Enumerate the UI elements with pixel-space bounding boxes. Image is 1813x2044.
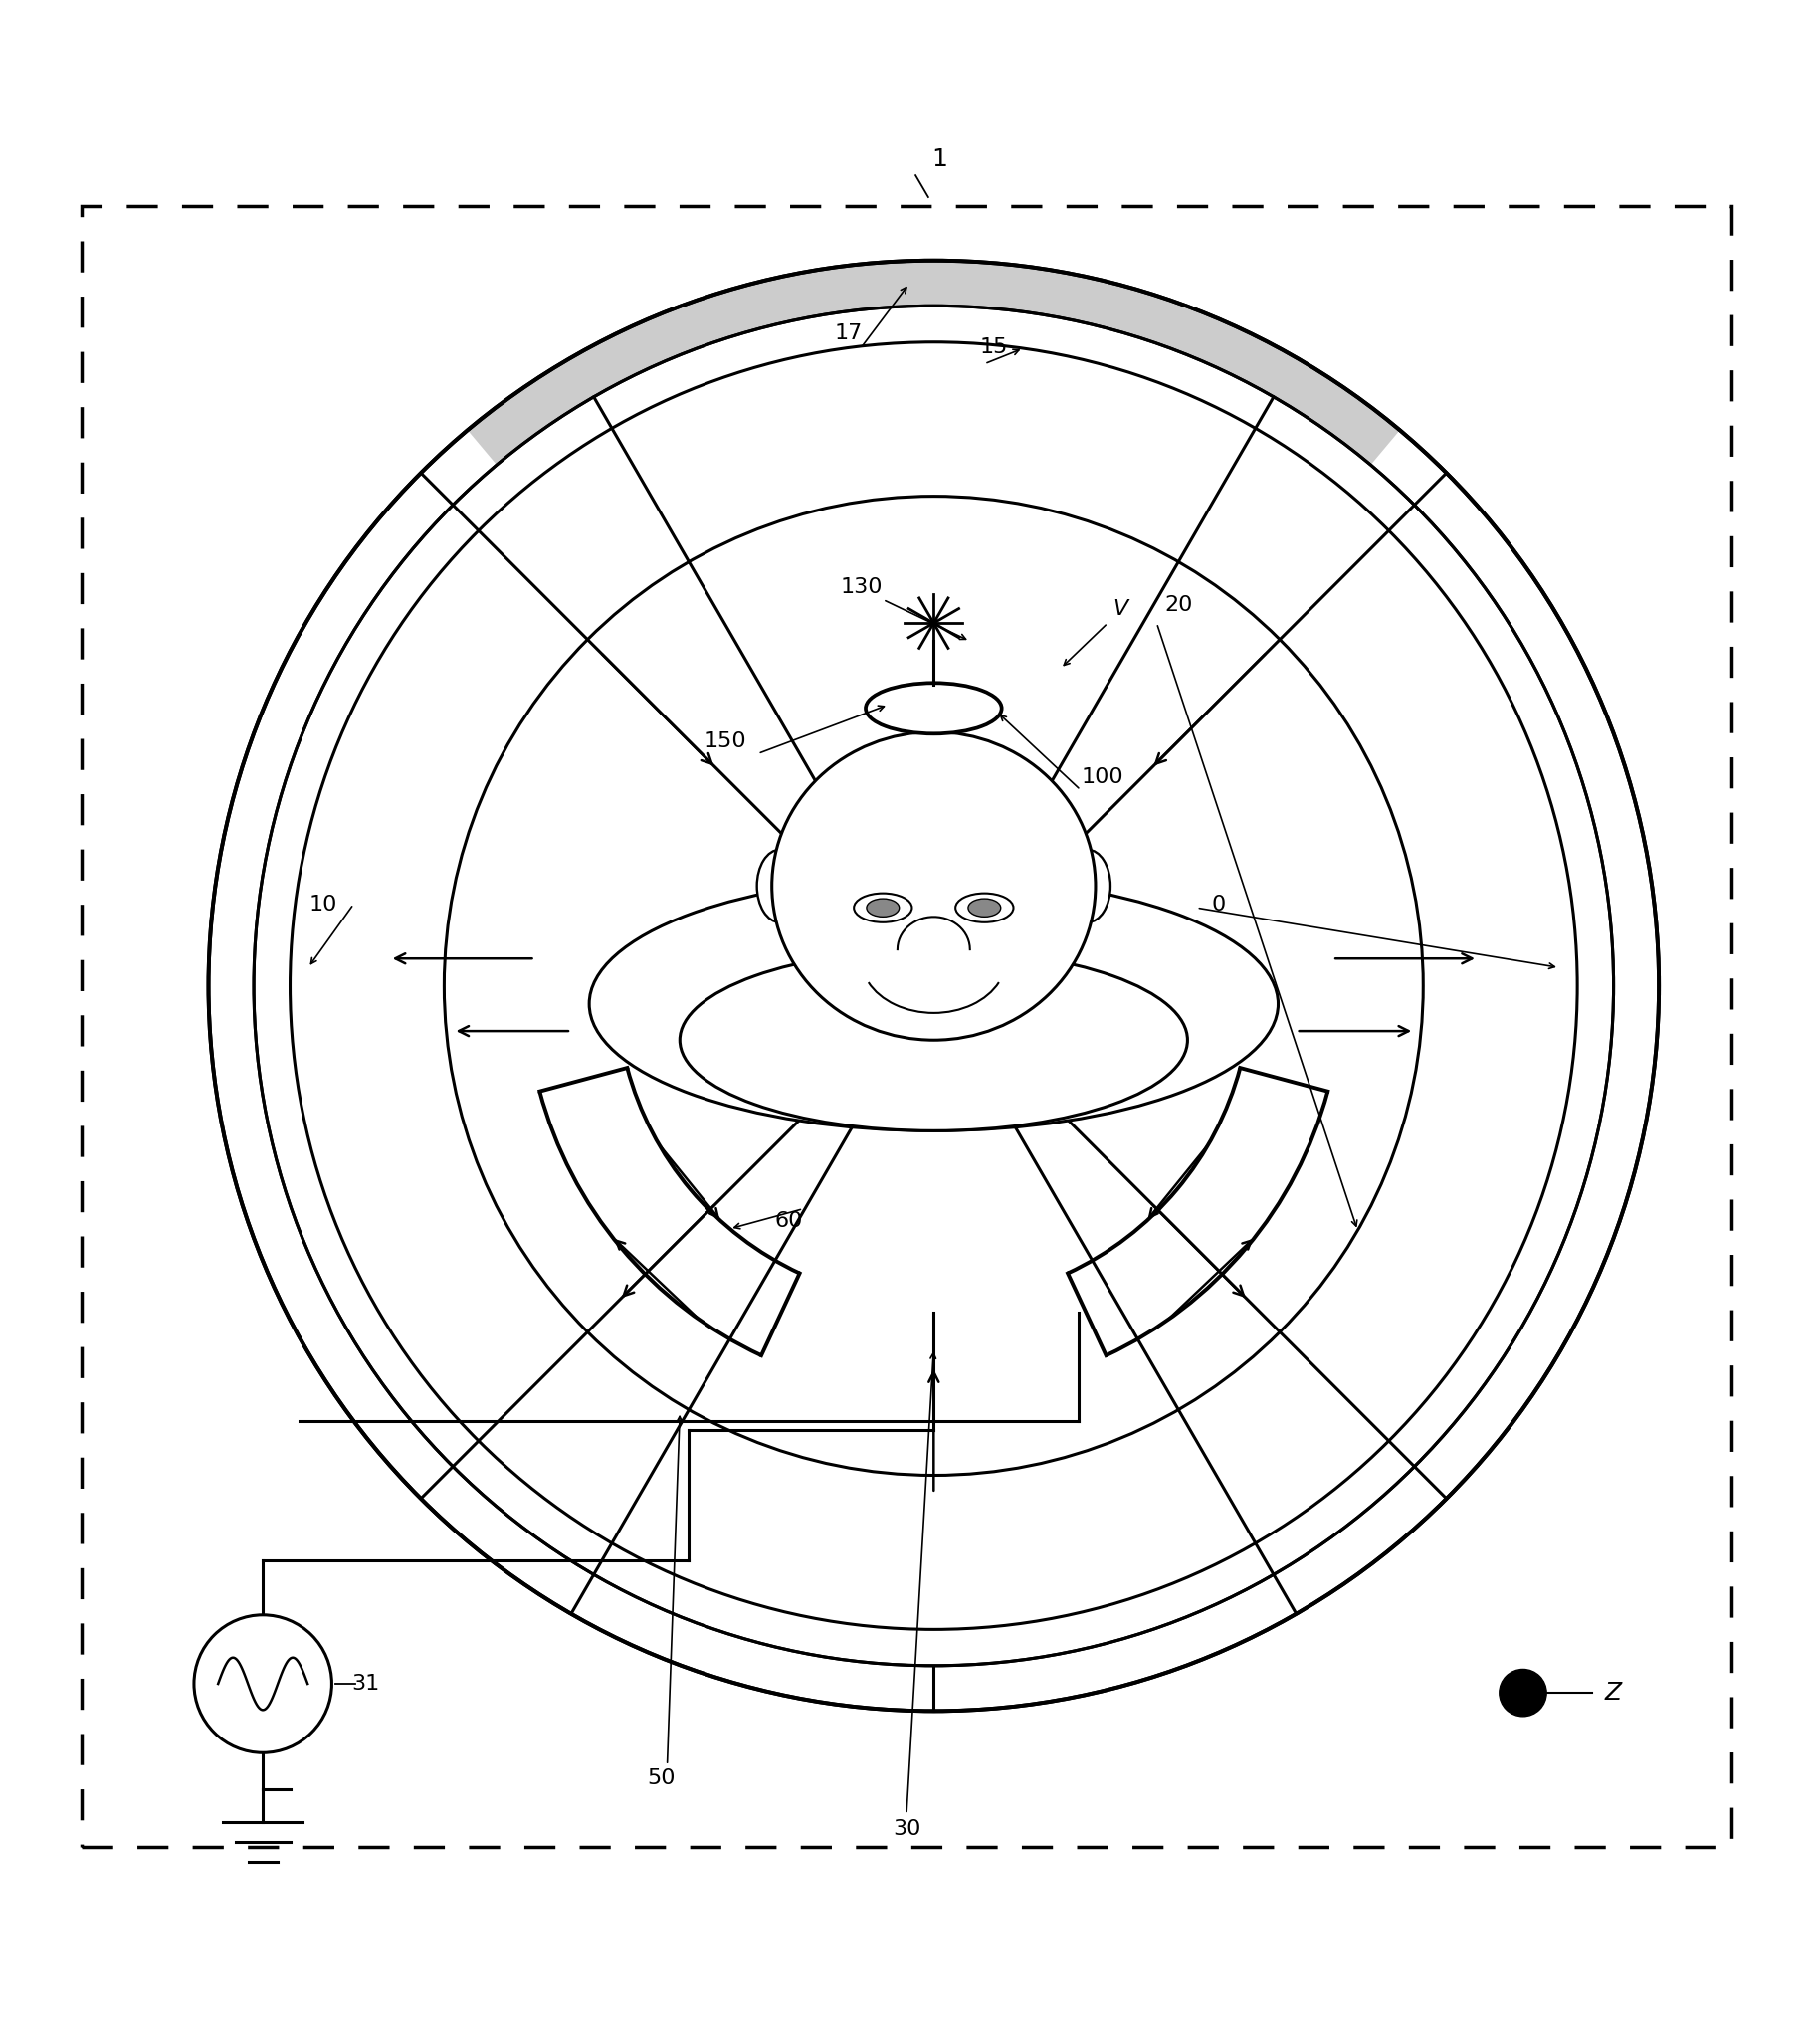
Ellipse shape [758, 850, 801, 922]
Text: 31: 31 [352, 1674, 381, 1694]
Text: 50: 50 [647, 1768, 676, 1788]
Text: 17: 17 [834, 323, 863, 343]
Wedge shape [468, 260, 1400, 464]
Text: 1: 1 [932, 147, 946, 172]
Ellipse shape [867, 683, 1003, 734]
Ellipse shape [867, 899, 899, 918]
Text: 10: 10 [308, 893, 337, 914]
Text: 150: 150 [703, 732, 747, 750]
Text: 60: 60 [774, 1212, 803, 1230]
Text: 15: 15 [979, 337, 1008, 358]
Text: V: V [1113, 599, 1128, 619]
Text: Z: Z [1605, 1680, 1621, 1705]
Ellipse shape [589, 877, 1278, 1130]
Circle shape [194, 1615, 332, 1752]
Text: 100: 100 [1081, 766, 1124, 787]
Text: 20: 20 [1164, 595, 1193, 615]
Ellipse shape [772, 732, 1095, 1040]
Text: 0: 0 [1211, 893, 1226, 914]
Ellipse shape [955, 893, 1013, 922]
Ellipse shape [680, 950, 1188, 1130]
Ellipse shape [968, 899, 1001, 918]
Text: 30: 30 [892, 1819, 921, 1840]
Text: 130: 130 [839, 576, 883, 597]
Circle shape [1499, 1670, 1546, 1717]
Ellipse shape [854, 893, 912, 922]
Ellipse shape [1066, 850, 1111, 922]
